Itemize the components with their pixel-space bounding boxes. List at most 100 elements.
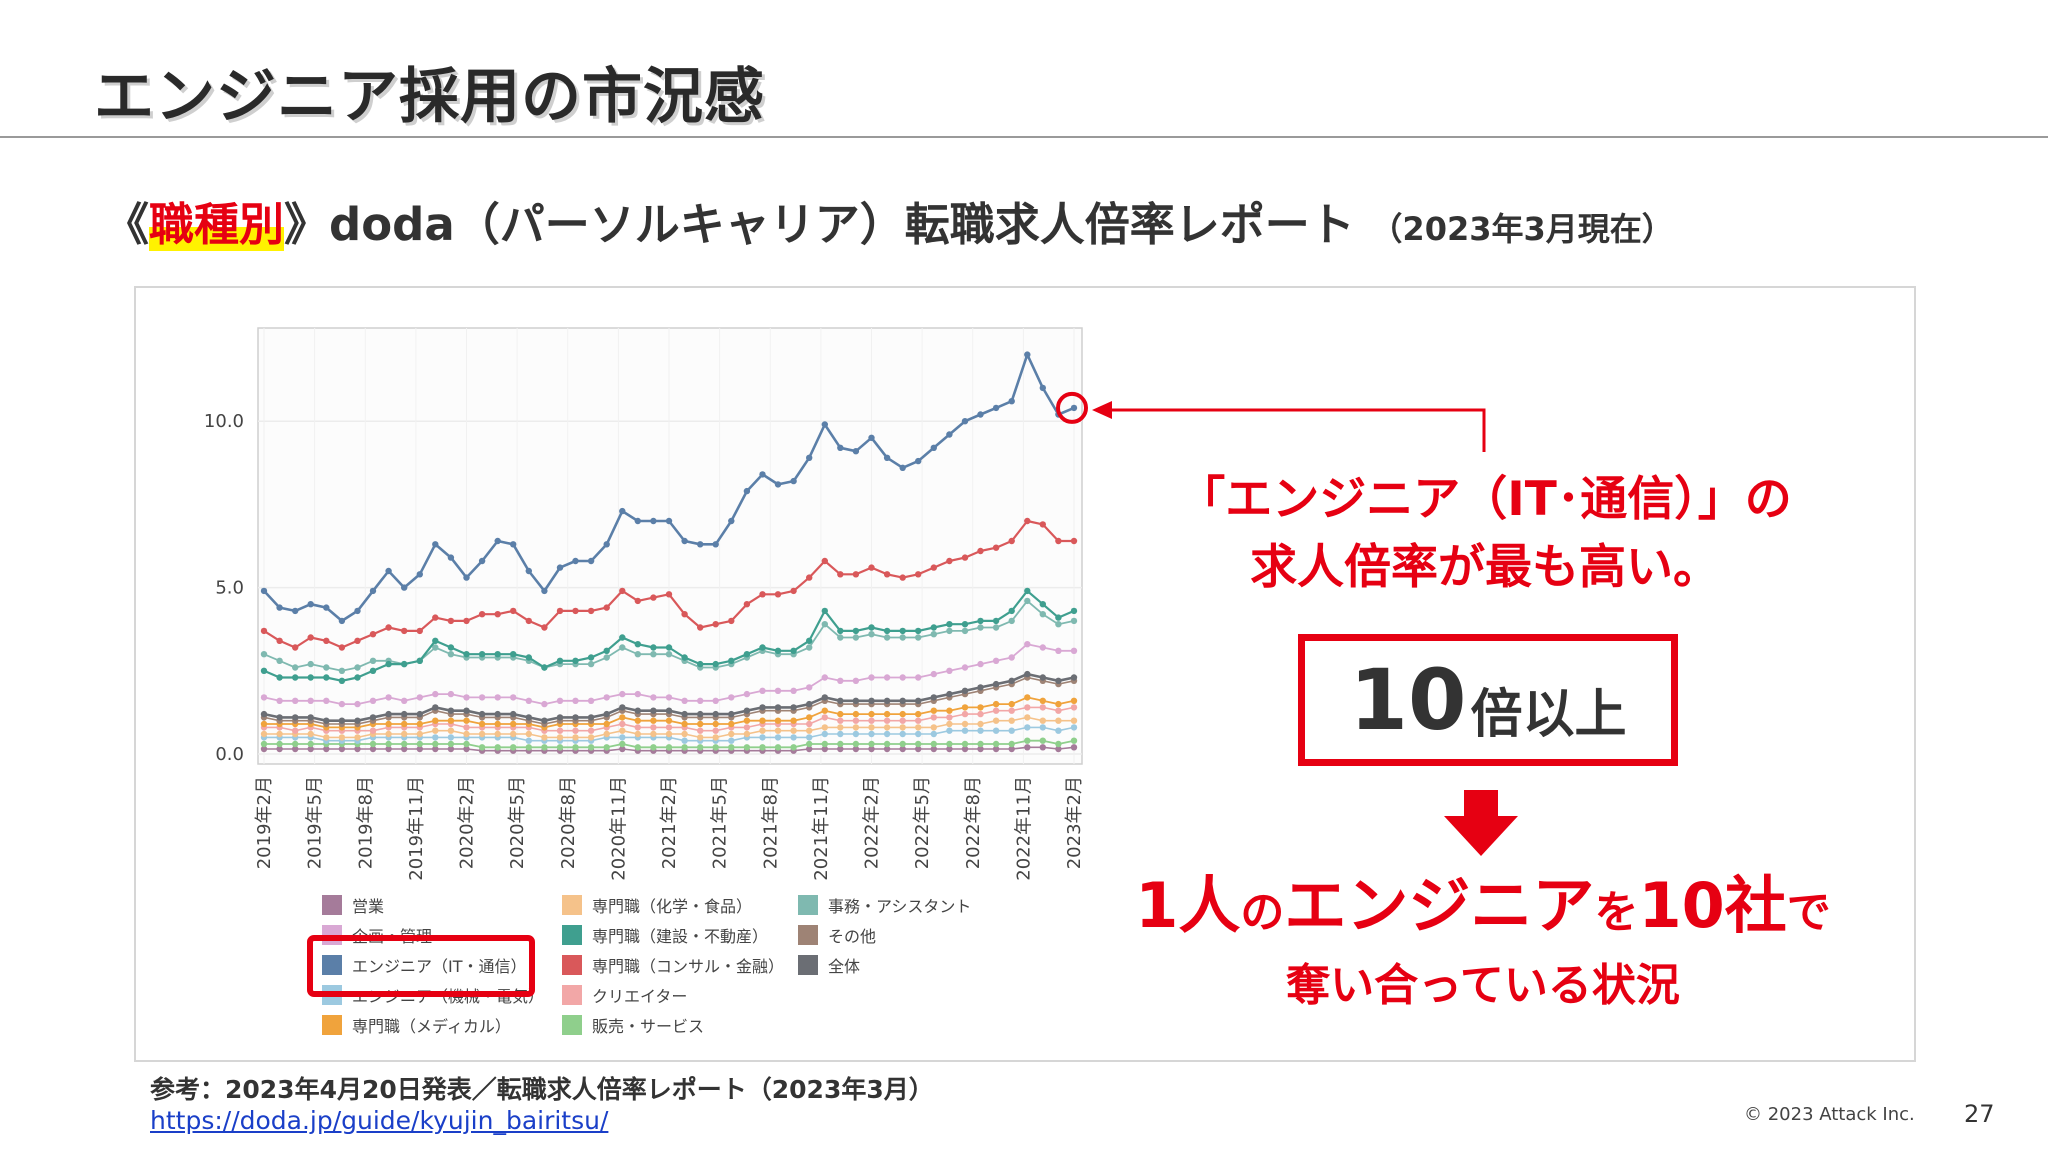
data-point — [806, 684, 813, 691]
legend-item: クリエイター — [562, 985, 687, 1006]
data-point — [977, 547, 984, 555]
data-point — [961, 710, 969, 718]
data-point — [899, 717, 906, 724]
data-point — [665, 724, 673, 731]
data-point — [883, 710, 891, 718]
data-point — [977, 660, 984, 668]
data-point — [665, 730, 673, 738]
data-point — [961, 745, 969, 753]
data-point — [619, 704, 626, 711]
data-point — [292, 745, 299, 753]
data-point — [712, 727, 719, 734]
data-point — [276, 657, 283, 664]
data-point — [899, 674, 906, 681]
reference-link[interactable]: https://doda.jp/guide/kyujin_bairitsu/ — [150, 1106, 609, 1135]
data-point — [369, 631, 377, 638]
data-point — [930, 714, 937, 721]
data-point — [587, 744, 595, 751]
chart-grid — [257, 327, 1083, 765]
data-point — [992, 404, 1000, 412]
data-point — [634, 651, 641, 658]
data-point — [837, 730, 844, 738]
data-point — [806, 740, 813, 748]
data-point — [510, 730, 517, 738]
data-point — [930, 745, 937, 753]
data-point — [1008, 398, 1015, 405]
data-point — [416, 571, 423, 578]
legend-swatch — [562, 985, 582, 1005]
data-point — [1008, 607, 1015, 615]
data-point — [992, 717, 1000, 724]
data-point — [977, 617, 984, 625]
data-point — [806, 700, 813, 708]
data-point — [743, 724, 751, 731]
data-point — [307, 697, 314, 704]
data-point — [821, 730, 828, 738]
data-point — [837, 740, 844, 748]
data-point — [1070, 617, 1078, 625]
legend-swatch — [322, 895, 342, 915]
data-point — [416, 730, 423, 738]
data-point — [478, 720, 486, 728]
data-point — [915, 674, 922, 681]
data-point — [276, 637, 283, 644]
data-point — [1008, 740, 1015, 748]
data-point — [369, 667, 377, 674]
data-point — [977, 740, 984, 748]
data-point — [977, 684, 984, 691]
data-point — [759, 687, 766, 694]
data-point — [510, 720, 517, 728]
data-point — [806, 734, 813, 741]
data-point — [463, 694, 470, 701]
data-point — [432, 541, 439, 548]
data-point — [821, 607, 828, 615]
data-point — [852, 634, 860, 641]
data-point — [447, 740, 455, 748]
data-point — [354, 700, 361, 708]
data-point — [1055, 647, 1062, 654]
data-point — [946, 707, 953, 714]
data-point — [1070, 737, 1078, 744]
data-point — [401, 710, 408, 718]
data-point — [1008, 537, 1015, 545]
plot-area — [257, 327, 1083, 765]
page-number: 27 — [1964, 1100, 1995, 1128]
data-point — [930, 724, 937, 731]
data-point — [665, 644, 673, 651]
data-point — [759, 644, 766, 651]
data-point — [1024, 351, 1031, 358]
data-point — [556, 607, 564, 615]
data-point — [774, 704, 782, 711]
data-point — [292, 714, 299, 721]
last-point-highlight — [1056, 391, 1088, 424]
data-point — [323, 674, 330, 681]
data-point — [260, 627, 268, 635]
data-point — [712, 697, 719, 704]
data-point — [1039, 724, 1047, 731]
data-point — [587, 654, 595, 661]
data-point — [946, 745, 953, 753]
data-point — [650, 644, 657, 651]
data-point — [992, 727, 1000, 734]
data-point — [463, 740, 470, 748]
data-point — [946, 627, 953, 635]
data-point — [432, 727, 439, 734]
data-point — [447, 651, 455, 658]
data-point — [759, 704, 766, 711]
data-point — [307, 660, 314, 668]
data-point — [556, 744, 564, 751]
data-point — [1070, 647, 1078, 654]
data-point — [681, 654, 688, 661]
data-point — [354, 664, 361, 671]
data-point — [634, 717, 641, 724]
data-point — [837, 627, 844, 635]
data-point — [1024, 744, 1031, 751]
data-point — [883, 627, 891, 635]
data-point — [338, 745, 346, 753]
data-point — [712, 744, 719, 751]
data-point — [525, 654, 532, 661]
data-point — [323, 664, 330, 671]
data-point — [992, 745, 1000, 753]
data-point — [650, 651, 657, 658]
data-point — [619, 720, 626, 728]
